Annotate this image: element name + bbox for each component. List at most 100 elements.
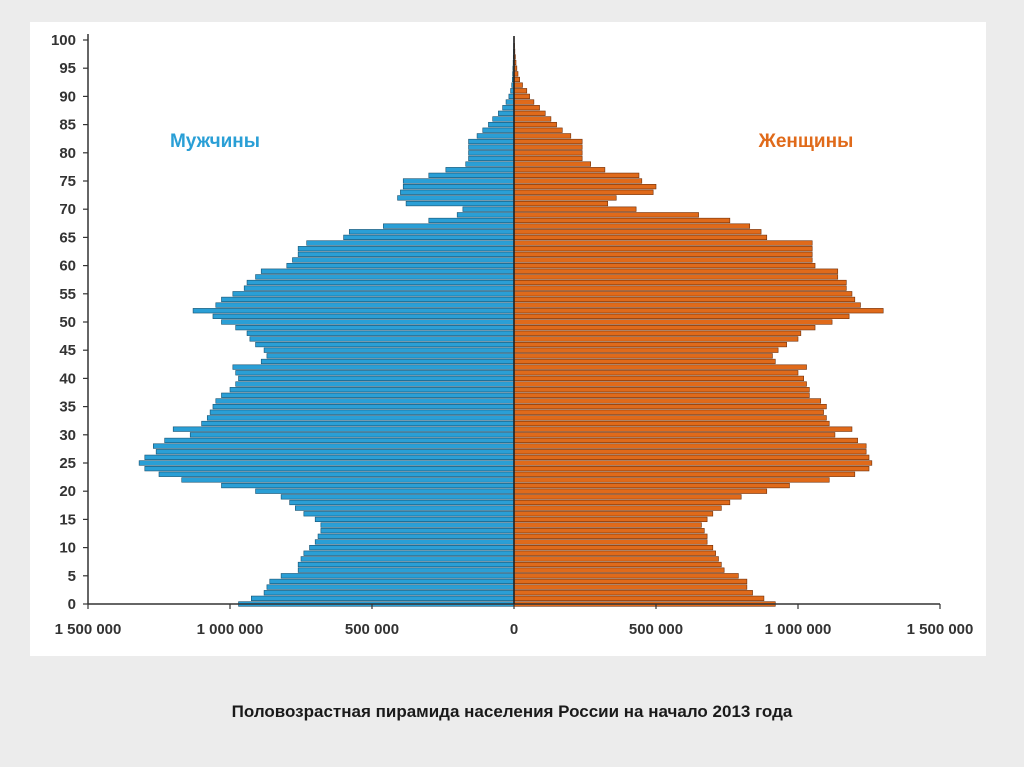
male-series-label: Мужчины — [170, 131, 260, 152]
x-tick-label-1: 1 000 000 — [197, 621, 264, 638]
female-bar-age-60 — [513, 262, 816, 269]
female-bar-age-40 — [513, 375, 804, 382]
male-bar-age-32 — [201, 420, 515, 427]
y-tick-label-35: 35 — [59, 399, 76, 416]
male-bar-age-43 — [260, 358, 515, 365]
male-bar-age-84 — [482, 127, 515, 133]
female-bar-age-4 — [513, 578, 748, 585]
male-bar-age-35 — [212, 403, 515, 410]
female-bar-age-52 — [513, 308, 884, 314]
male-bar-age-30 — [189, 432, 515, 438]
female-bar-age-42 — [513, 364, 807, 370]
male-bar-age-12 — [317, 533, 515, 539]
male-bar-age-83 — [476, 133, 515, 139]
female-bar-age-77 — [513, 167, 606, 173]
x-tick-label-2: 500 000 — [345, 621, 399, 638]
male-bar-age-56 — [243, 285, 515, 291]
male-bar-age-7 — [297, 561, 515, 568]
male-bar-age-40 — [238, 375, 515, 382]
male-bar-age-76 — [428, 172, 515, 178]
female-bar-age-29 — [513, 437, 858, 444]
male-bar-age-25 — [138, 460, 515, 466]
female-bar-age-46 — [513, 341, 787, 348]
male-bar-age-87 — [498, 110, 515, 116]
female-bar-age-11 — [513, 539, 708, 545]
female-bar-age-13 — [513, 528, 705, 534]
male-bar-age-19 — [280, 494, 515, 500]
male-bar-age-70 — [462, 206, 515, 212]
female-bar-age-76 — [513, 172, 640, 178]
female-bar-age-75 — [513, 178, 643, 184]
male-bar-age-39 — [235, 381, 515, 387]
male-bar-age-1 — [251, 595, 515, 601]
male-bar-age-45 — [263, 347, 515, 353]
x-tick-label-6: 1 500 000 — [907, 621, 974, 638]
male-bar-age-68 — [428, 217, 515, 224]
male-bar-age-58 — [255, 274, 515, 280]
male-bar-age-24 — [144, 466, 515, 472]
male-bar-age-6 — [297, 567, 515, 573]
female-bar-age-16 — [513, 511, 714, 517]
male-bar-age-62 — [297, 251, 515, 257]
female-bar-age-32 — [513, 420, 830, 427]
female-bar-age-87 — [513, 110, 546, 116]
male-bar-age-9 — [303, 550, 515, 556]
male-bar-age-53 — [215, 302, 515, 308]
male-bar-age-21 — [221, 482, 515, 489]
female-bar-age-67 — [513, 223, 751, 229]
male-bar-age-61 — [292, 257, 515, 263]
male-bar-age-33 — [206, 415, 515, 421]
female-bar-age-35 — [513, 403, 827, 410]
y-tick-label-85: 85 — [59, 117, 76, 134]
male-bar-age-63 — [297, 246, 515, 252]
male-bar-age-41 — [235, 370, 515, 376]
female-bar-age-91 — [513, 88, 528, 94]
female-bar-age-39 — [513, 381, 807, 387]
y-tick-label-10: 10 — [59, 540, 76, 557]
y-tick-label-95: 95 — [59, 60, 76, 77]
male-bar-age-13 — [320, 528, 515, 534]
male-bar-age-20 — [255, 488, 515, 494]
female-bar-age-57 — [513, 279, 847, 286]
female-bar-age-45 — [513, 347, 779, 353]
female-bar-age-51 — [513, 313, 850, 319]
female-bar-age-47 — [513, 336, 799, 342]
male-bar-age-81 — [468, 144, 515, 150]
female-bar-age-78 — [513, 161, 591, 167]
female-bar-age-36 — [513, 398, 822, 404]
female-bar-age-19 — [513, 494, 742, 500]
male-bar-age-77 — [445, 167, 515, 173]
male-bar-age-37 — [221, 392, 515, 398]
slide-caption: Половозрастная пирамида населения России… — [231, 702, 793, 721]
female-bar-age-88 — [513, 105, 540, 111]
male-bar-age-22 — [181, 477, 515, 483]
y-tick-label-20: 20 — [59, 483, 76, 500]
y-tick-label-25: 25 — [59, 455, 76, 472]
male-bar-age-48 — [246, 330, 515, 336]
female-bar-age-33 — [513, 415, 827, 421]
male-bar-age-86 — [492, 116, 515, 122]
female-bar-age-18 — [513, 499, 731, 506]
male-bar-age-75 — [402, 178, 515, 184]
female-bar-age-61 — [513, 257, 813, 263]
female-bar-age-37 — [513, 392, 810, 398]
male-bar-age-54 — [221, 296, 515, 303]
female-bar-age-44 — [513, 353, 773, 359]
male-bar-age-18 — [289, 499, 515, 506]
female-bar-age-74 — [513, 184, 657, 190]
female-bar-age-83 — [513, 133, 572, 139]
male-bar-age-67 — [383, 223, 515, 229]
female-bar-age-6 — [513, 567, 725, 573]
male-bar-age-10 — [309, 544, 515, 551]
female-bar-age-5 — [513, 573, 739, 579]
male-bar-age-69 — [456, 212, 515, 218]
female-bar-age-54 — [513, 296, 856, 303]
female-series-label: Женщины — [758, 131, 854, 152]
male-bar-age-26 — [144, 454, 515, 460]
female-bar-age-90 — [513, 93, 530, 100]
female-bar-age-22 — [513, 477, 830, 483]
male-bar-age-55 — [232, 291, 515, 297]
male-bar-age-65 — [343, 234, 515, 241]
female-bar-age-38 — [513, 387, 810, 393]
y-tick-label-65: 65 — [59, 229, 76, 246]
